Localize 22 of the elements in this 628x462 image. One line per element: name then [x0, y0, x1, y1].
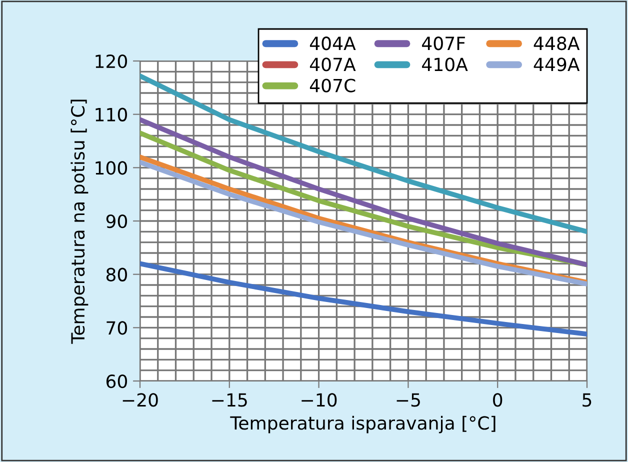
y-axis-title: Temperatura na potisu [°C] [70, 100, 88, 344]
legend-label: 410A [422, 58, 468, 72]
y-tick-label: 110 [96, 108, 127, 122]
x-tick-label: −5 [396, 393, 420, 407]
x-axis-title: Temperatura isparavanja [°C] [230, 416, 496, 434]
x-tick-label: 5 [582, 393, 592, 407]
y-tick-label: 60 [106, 374, 127, 388]
y-tick-label: 70 [106, 321, 127, 335]
legend-label: 407A [310, 58, 356, 72]
y-tick-label: 90 [106, 214, 127, 228]
legend-label: 448A [534, 36, 580, 50]
x-tick-label: 0 [493, 393, 502, 407]
y-tick-label: 120 [96, 54, 127, 68]
legend-label: 407C [310, 78, 356, 92]
legend-label: 449A [534, 58, 580, 72]
y-tick-label: 80 [106, 268, 127, 282]
x-tick-label: −15 [212, 393, 247, 407]
x-tick-label: −10 [302, 393, 337, 407]
legend-label: 407F [422, 36, 465, 50]
x-tick-label: −20 [122, 393, 158, 407]
y-tick-label: 100 [96, 161, 127, 175]
legend-label: 404A [310, 36, 356, 50]
